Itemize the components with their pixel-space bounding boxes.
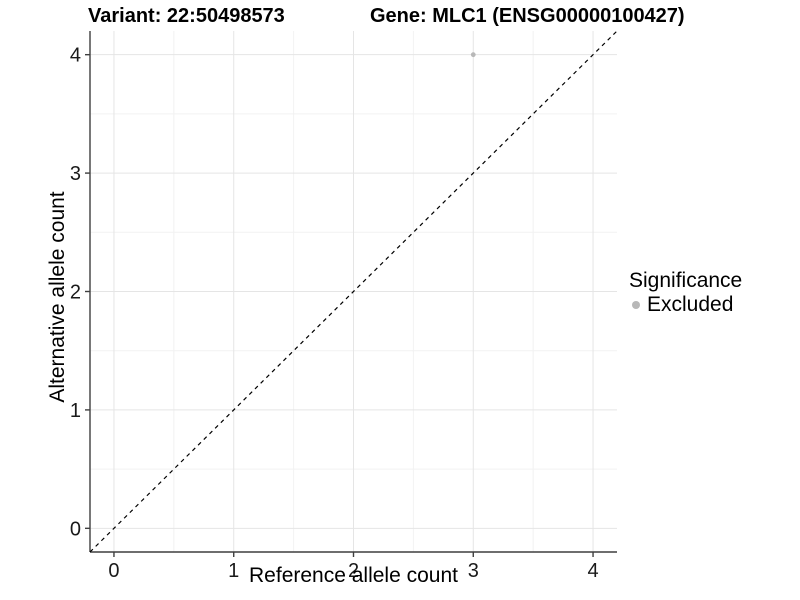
y-tick-label: 3: [70, 163, 81, 185]
plot-title-variant: Variant: 22:50498573: [88, 5, 285, 27]
y-tick-label: 2: [70, 282, 81, 304]
plot-title-gene: Gene: MLC1 (ENSG00000100427): [370, 5, 685, 27]
data-point: [470, 52, 476, 58]
legend-item-excluded: Excluded: [629, 293, 742, 317]
excluded-point-icon: [632, 301, 640, 309]
x-axis-title: Reference allele count: [249, 564, 458, 587]
x-tick-label: 0: [108, 560, 119, 582]
legend-title: Significance: [629, 269, 743, 292]
y-axis-title: Alternative allele count: [46, 191, 69, 403]
legend-item-label: Excluded: [647, 293, 734, 316]
x-tick-label: 2: [348, 560, 359, 582]
y-tick-label: 1: [70, 400, 81, 422]
y-tick-label: 4: [70, 45, 81, 67]
legend: Significance Excluded: [629, 269, 742, 317]
identity-dashed-line: [89, 30, 618, 553]
y-tick-label: 0: [70, 518, 81, 540]
x-tick-label: 1: [228, 560, 239, 582]
x-tick-label: 4: [587, 560, 598, 582]
x-tick-label: 3: [468, 560, 479, 582]
